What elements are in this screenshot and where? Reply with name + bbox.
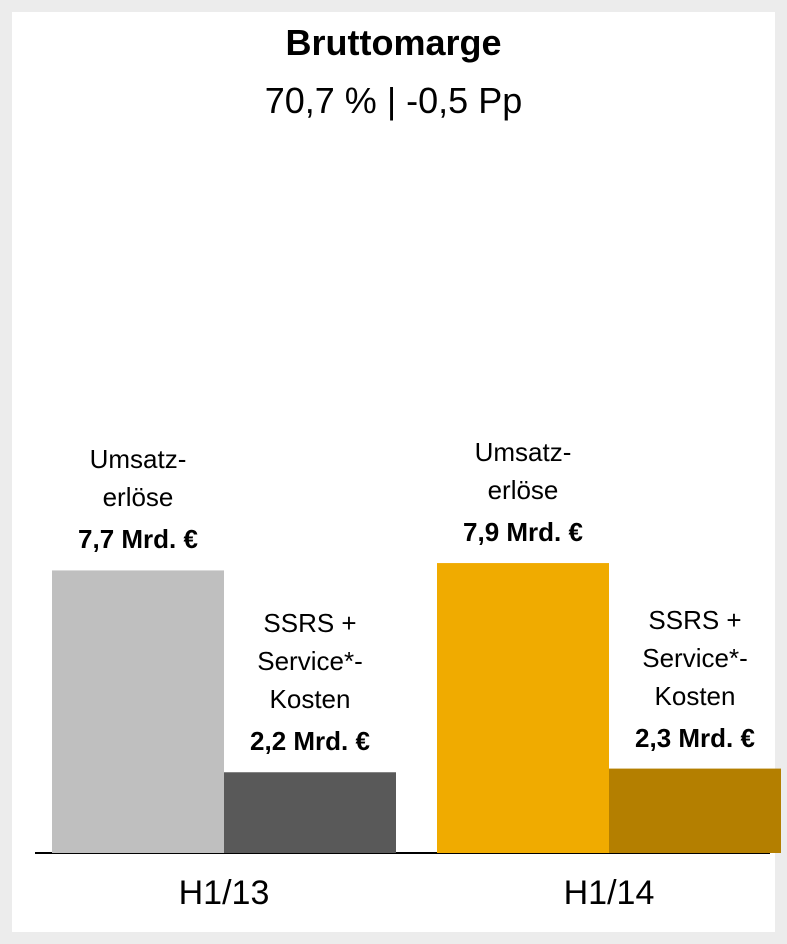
bar [437,563,609,853]
chart-subtitle: 70,7 % | -0,5 Pp [264,80,523,121]
series-name: SSRS + Service*- Kosten [257,608,363,715]
series-name: Umsatz- erlöse [89,444,187,513]
x-tick-label: H1/14 [563,874,655,912]
bar [609,768,781,853]
x-tick-label: H1/13 [178,874,270,912]
bar-label: Umsatz- erlöse 7,7 Mrd. € [42,440,234,558]
chart-title: Bruttomarge [285,22,502,63]
bar-label: SSRS + Service*- Kosten 2,3 Mrd. € [599,601,787,757]
value-label: 7,7 Mrd. € [78,524,198,555]
bar-label: SSRS + Service*- Kosten 2,2 Mrd. € [214,604,406,760]
bar-label: Umsatz- erlöse 7,9 Mrd. € [427,433,619,551]
bar [224,772,396,853]
series-name: Umsatz- erlöse [474,437,572,506]
value-label: 7,9 Mrd. € [463,517,583,548]
bar [52,570,224,853]
value-label: 2,3 Mrd. € [635,722,755,753]
value-label: 2,2 Mrd. € [250,726,370,757]
series-name: SSRS + Service*- Kosten [642,604,748,711]
